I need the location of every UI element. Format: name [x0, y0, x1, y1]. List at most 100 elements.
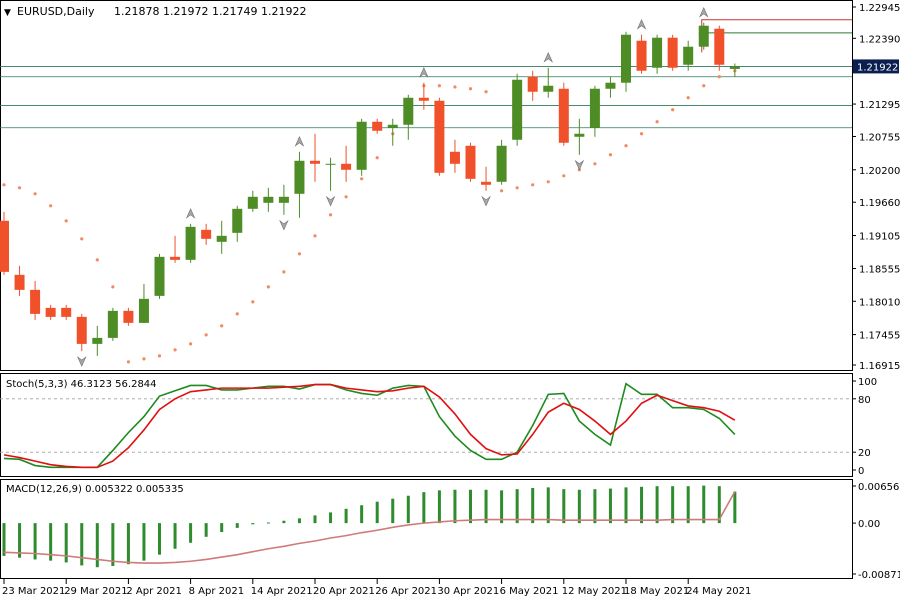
stochastic-axis: 100 80 20 0 — [852, 377, 877, 477]
macd-bar — [251, 523, 255, 525]
candle-body — [698, 25, 709, 47]
candle — [341, 145, 352, 182]
candle-body — [341, 163, 352, 170]
sar-dot — [468, 87, 473, 91]
candle-body — [310, 160, 320, 164]
stochastic-tick-label: 0 — [858, 466, 864, 477]
macd-bar — [95, 523, 99, 568]
candle-body — [574, 133, 585, 137]
sar-dot — [297, 252, 302, 256]
macd-bar — [329, 512, 333, 524]
sar-dot — [173, 348, 177, 352]
macd-bar — [297, 518, 301, 524]
sar-dot — [80, 237, 84, 241]
candle-body — [558, 88, 569, 143]
price-tick-label: 1.16915 — [859, 361, 900, 372]
candle — [247, 190, 258, 212]
candle-body — [294, 160, 305, 194]
macd-bar — [531, 487, 535, 524]
candle — [512, 73, 523, 146]
sar-dot — [282, 270, 286, 274]
candle — [698, 22, 709, 50]
time-tick-label: 29 Mar 2021 — [64, 586, 127, 597]
candle-body — [14, 274, 25, 290]
sar-dot — [375, 156, 379, 160]
candle — [14, 265, 25, 296]
candle-body — [123, 310, 134, 323]
sar-dot — [546, 180, 550, 184]
sar-dot — [142, 357, 146, 361]
candle-body — [589, 88, 600, 128]
macd-bar — [49, 523, 53, 561]
sar-dot — [437, 84, 441, 88]
candle-body — [418, 97, 429, 101]
fractal-up-arrow-icon — [185, 208, 196, 219]
macd-bar — [717, 486, 721, 524]
macd-bar — [577, 489, 581, 524]
price-horizontal-lines — [0, 19, 852, 129]
candle-body — [714, 28, 725, 65]
candle-body — [512, 79, 523, 140]
candle-body — [683, 46, 694, 65]
macd-bar — [173, 523, 177, 549]
candle — [465, 142, 476, 182]
candle — [372, 118, 383, 134]
chart-symbol: EURUSD,Daily — [17, 5, 95, 18]
candle-body — [652, 37, 663, 68]
macd-bar — [406, 495, 410, 524]
chart-ohlc: 1.21878 1.21972 1.21749 1.21922 — [114, 5, 306, 18]
time-tick-label: 14 Apr 2021 — [251, 586, 313, 597]
macd-bar — [344, 508, 348, 524]
price-tick-label: 1.22390 — [859, 34, 900, 45]
sar-dot — [17, 186, 22, 190]
candle-body — [247, 196, 258, 209]
candle — [123, 307, 134, 326]
stochastic-title: Stoch(5,3,3) 46.3123 56.2844 — [6, 379, 157, 390]
sar-dot — [328, 213, 333, 217]
sar-dot — [189, 342, 193, 346]
sar-dot — [126, 360, 130, 364]
price-panel[interactable]: 1.22945 1.22390 1.21922 1.21295 1.20755 1.202… — [0, 0, 900, 373]
macd-bar — [733, 491, 737, 524]
candle — [652, 34, 663, 74]
macd-bar — [33, 523, 37, 560]
stochastic-panel[interactable]: 100 80 20 0 Stoch(5,3,3) 46.3123 56.2844 — [0, 373, 877, 478]
menu-arrow-icon[interactable]: ▼ — [4, 8, 11, 18]
candle-body — [434, 100, 445, 173]
macd-bar — [266, 522, 270, 524]
sar-dot — [344, 195, 348, 199]
macd-bar — [142, 523, 146, 561]
fractal-down-arrow-icon — [481, 195, 491, 207]
macd-bar — [593, 489, 597, 524]
sar-dot — [515, 186, 519, 190]
macd-panel[interactable]: 0.006569 0.00 -0.008711 MACD(12,26,9) 0.00… — [0, 479, 900, 582]
candle-body — [263, 196, 274, 203]
sar-dot — [220, 324, 224, 328]
stochastic-signal-line — [3, 383, 736, 469]
macd-bar — [624, 487, 628, 524]
sar-dot — [531, 183, 535, 187]
candle — [201, 223, 212, 245]
candle-body — [543, 85, 554, 92]
macd-bar — [126, 523, 130, 565]
macd-bar — [655, 486, 659, 524]
candle — [310, 133, 320, 182]
macd-bar — [562, 489, 566, 524]
sar-dot — [95, 258, 99, 262]
sar-dot — [717, 75, 721, 79]
candle-body — [232, 208, 243, 233]
price-tick-label: 1.19105 — [859, 232, 900, 243]
macd-tick-label: 0.006569 — [858, 482, 900, 493]
sar-dot — [49, 204, 53, 208]
stochastic-levels — [0, 398, 852, 453]
time-tick-label: 24 May 2021 — [686, 586, 751, 597]
candle — [278, 184, 289, 215]
candle — [76, 313, 87, 352]
candle — [729, 63, 740, 77]
candle — [45, 304, 56, 320]
macd-bar — [391, 498, 395, 524]
macd-bar — [18, 523, 22, 558]
price-tick-label: 1.21295 — [859, 100, 900, 111]
macd-bar — [189, 523, 193, 543]
